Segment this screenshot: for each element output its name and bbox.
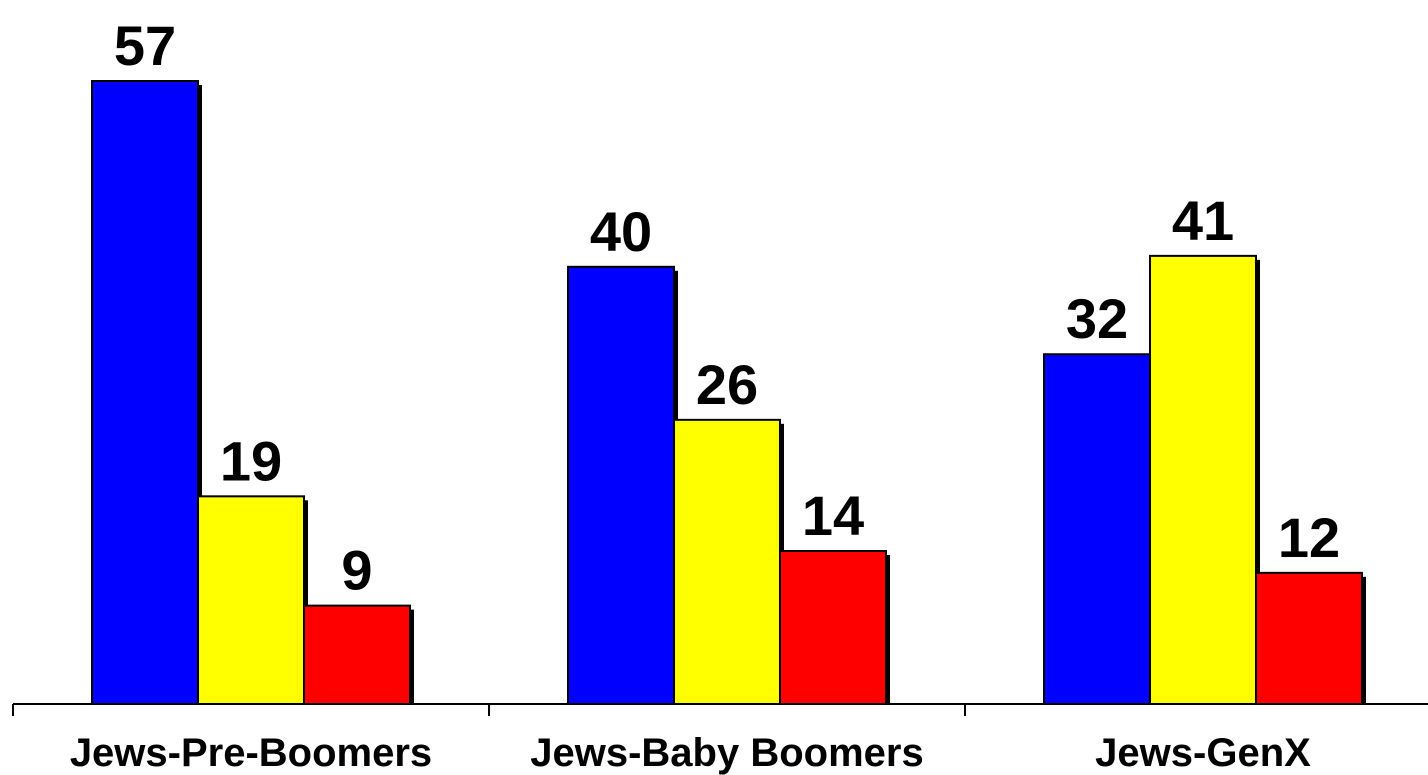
data-label: 41 bbox=[1172, 189, 1234, 252]
data-label: 14 bbox=[802, 484, 864, 547]
bar bbox=[303, 604, 411, 706]
data-label: 32 bbox=[1066, 287, 1128, 350]
x-ticks-layer bbox=[12, 704, 966, 716]
value-labels-layer: 57 19 9 40 26 14 32 41 12 bbox=[114, 14, 1340, 602]
data-label: 57 bbox=[114, 14, 176, 77]
bar bbox=[779, 549, 887, 706]
bars-layer bbox=[91, 80, 1366, 706]
bar bbox=[1149, 254, 1257, 705]
x-tick-label: Jews-GenX bbox=[1095, 731, 1311, 775]
data-label: 26 bbox=[696, 353, 758, 416]
x-tick-label: Jews-Baby Boomers bbox=[530, 731, 923, 775]
x-tick-label: Jews-Pre-Boomers bbox=[70, 731, 432, 775]
bar bbox=[1255, 571, 1363, 705]
x-labels-layer: Jews-Pre-Boomers Jews-Baby Boomers Jews-Ge… bbox=[70, 731, 1311, 775]
bar bbox=[91, 80, 199, 705]
data-label: 40 bbox=[590, 200, 652, 263]
bar bbox=[673, 418, 781, 705]
bar bbox=[197, 495, 305, 706]
data-label: 9 bbox=[341, 539, 372, 602]
data-label: 12 bbox=[1278, 506, 1340, 569]
bar bbox=[1043, 353, 1151, 705]
data-label: 19 bbox=[220, 429, 282, 492]
bar bbox=[567, 265, 675, 705]
